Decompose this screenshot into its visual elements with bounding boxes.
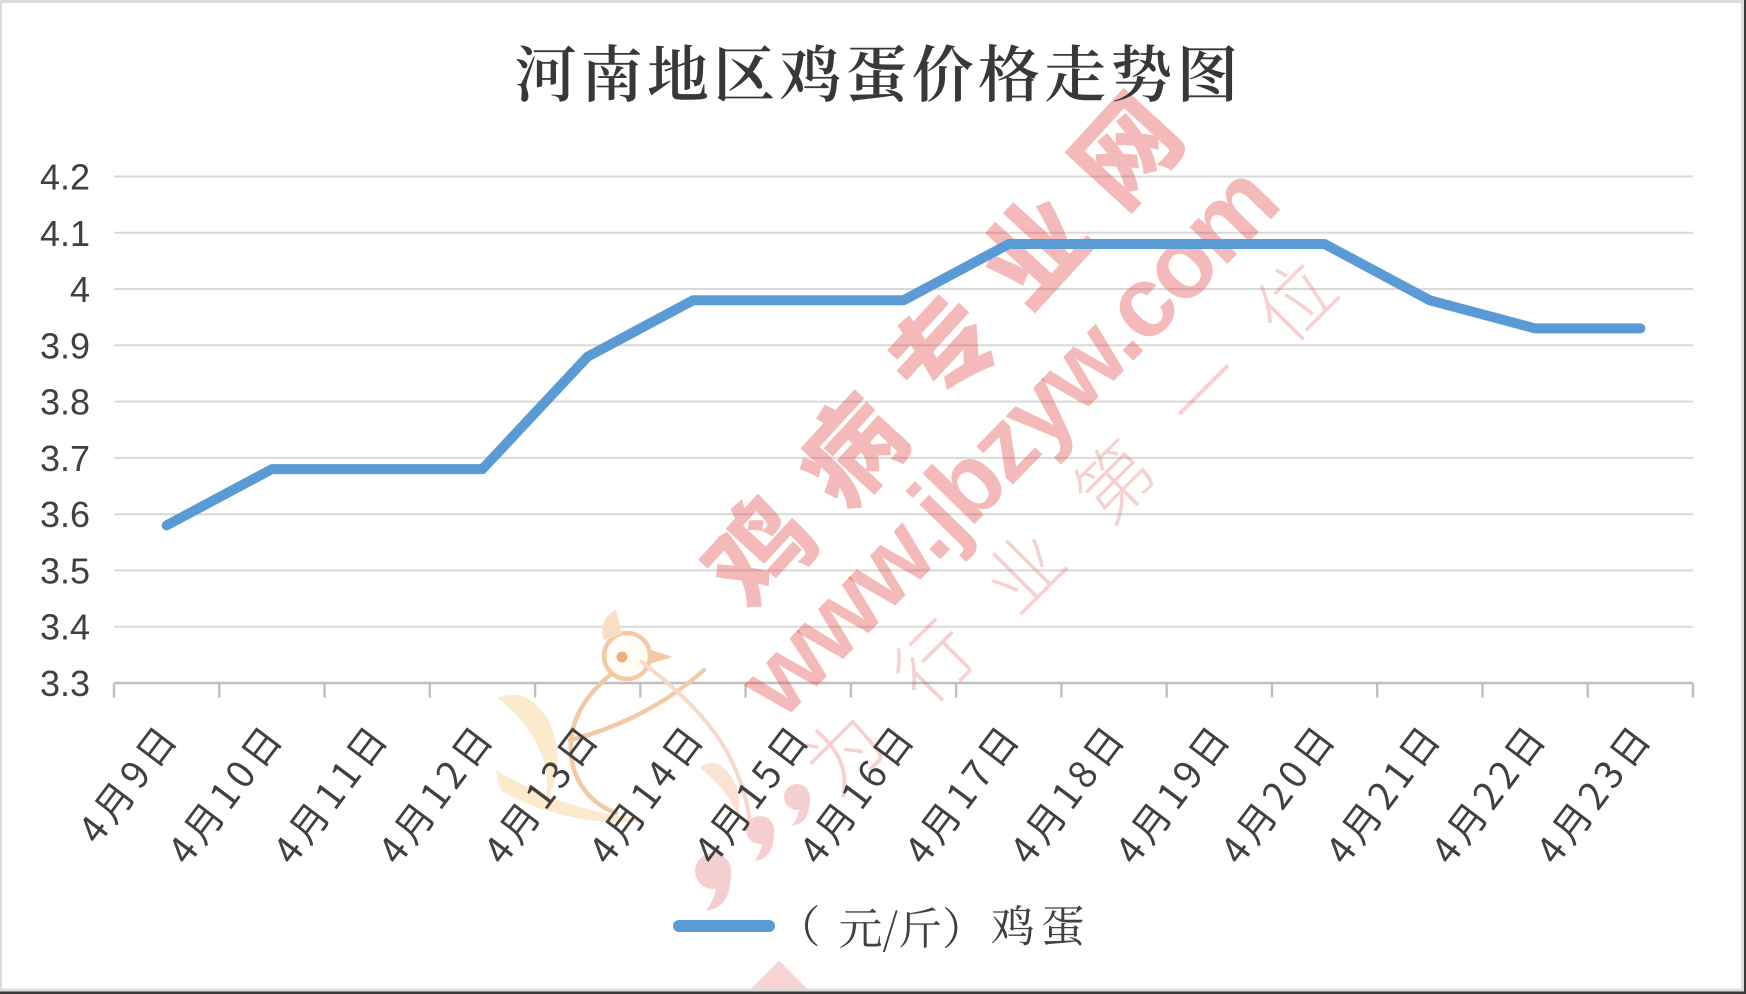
svg-text:3.6: 3.6	[40, 494, 90, 535]
svg-text:4.2: 4.2	[40, 157, 90, 198]
svg-text:3.8: 3.8	[40, 382, 90, 423]
svg-text:3.4: 3.4	[40, 607, 90, 648]
svg-text:3.3: 3.3	[40, 663, 90, 704]
svg-text:4: 4	[70, 269, 90, 310]
svg-text:3.7: 3.7	[40, 438, 90, 479]
svg-text:4.1: 4.1	[40, 213, 90, 254]
svg-text:3.9: 3.9	[40, 325, 90, 366]
svg-text:3.5: 3.5	[40, 550, 90, 591]
